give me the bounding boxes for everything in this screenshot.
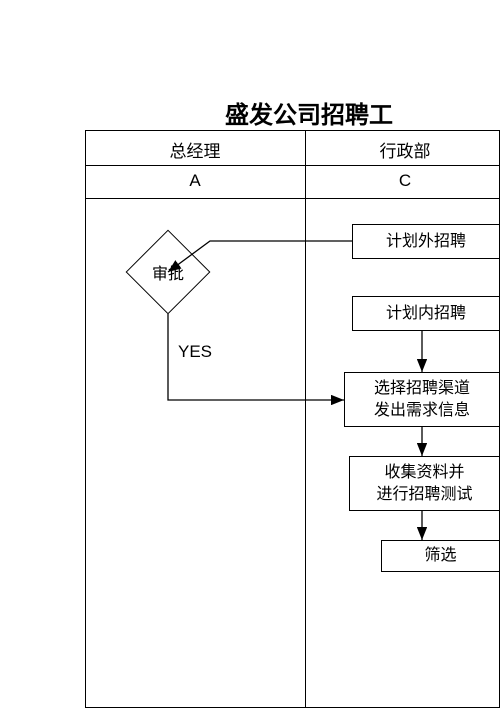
col-sub-admin: C (345, 171, 465, 191)
node-collect: 收集资料并 进行招聘测试 (349, 456, 500, 511)
header-row-2 (85, 198, 500, 199)
node-planned: 计划内招聘 (352, 296, 500, 331)
node-approve-label: 审批 (139, 243, 197, 301)
page-title: 盛发公司招聘工 (225, 95, 393, 130)
col-header-gm: 总经理 (135, 137, 255, 162)
col-header-admin: 行政部 (345, 137, 465, 162)
node-channel: 选择招聘渠道 发出需求信息 (344, 372, 500, 427)
header-row-1 (85, 165, 500, 166)
column-divider (305, 130, 306, 708)
edge-label-yes: YES (178, 342, 212, 362)
col-sub-gm: A (135, 171, 255, 191)
node-filter: 筛选 (381, 540, 500, 572)
node-unplanned: 计划外招聘 (352, 224, 500, 259)
